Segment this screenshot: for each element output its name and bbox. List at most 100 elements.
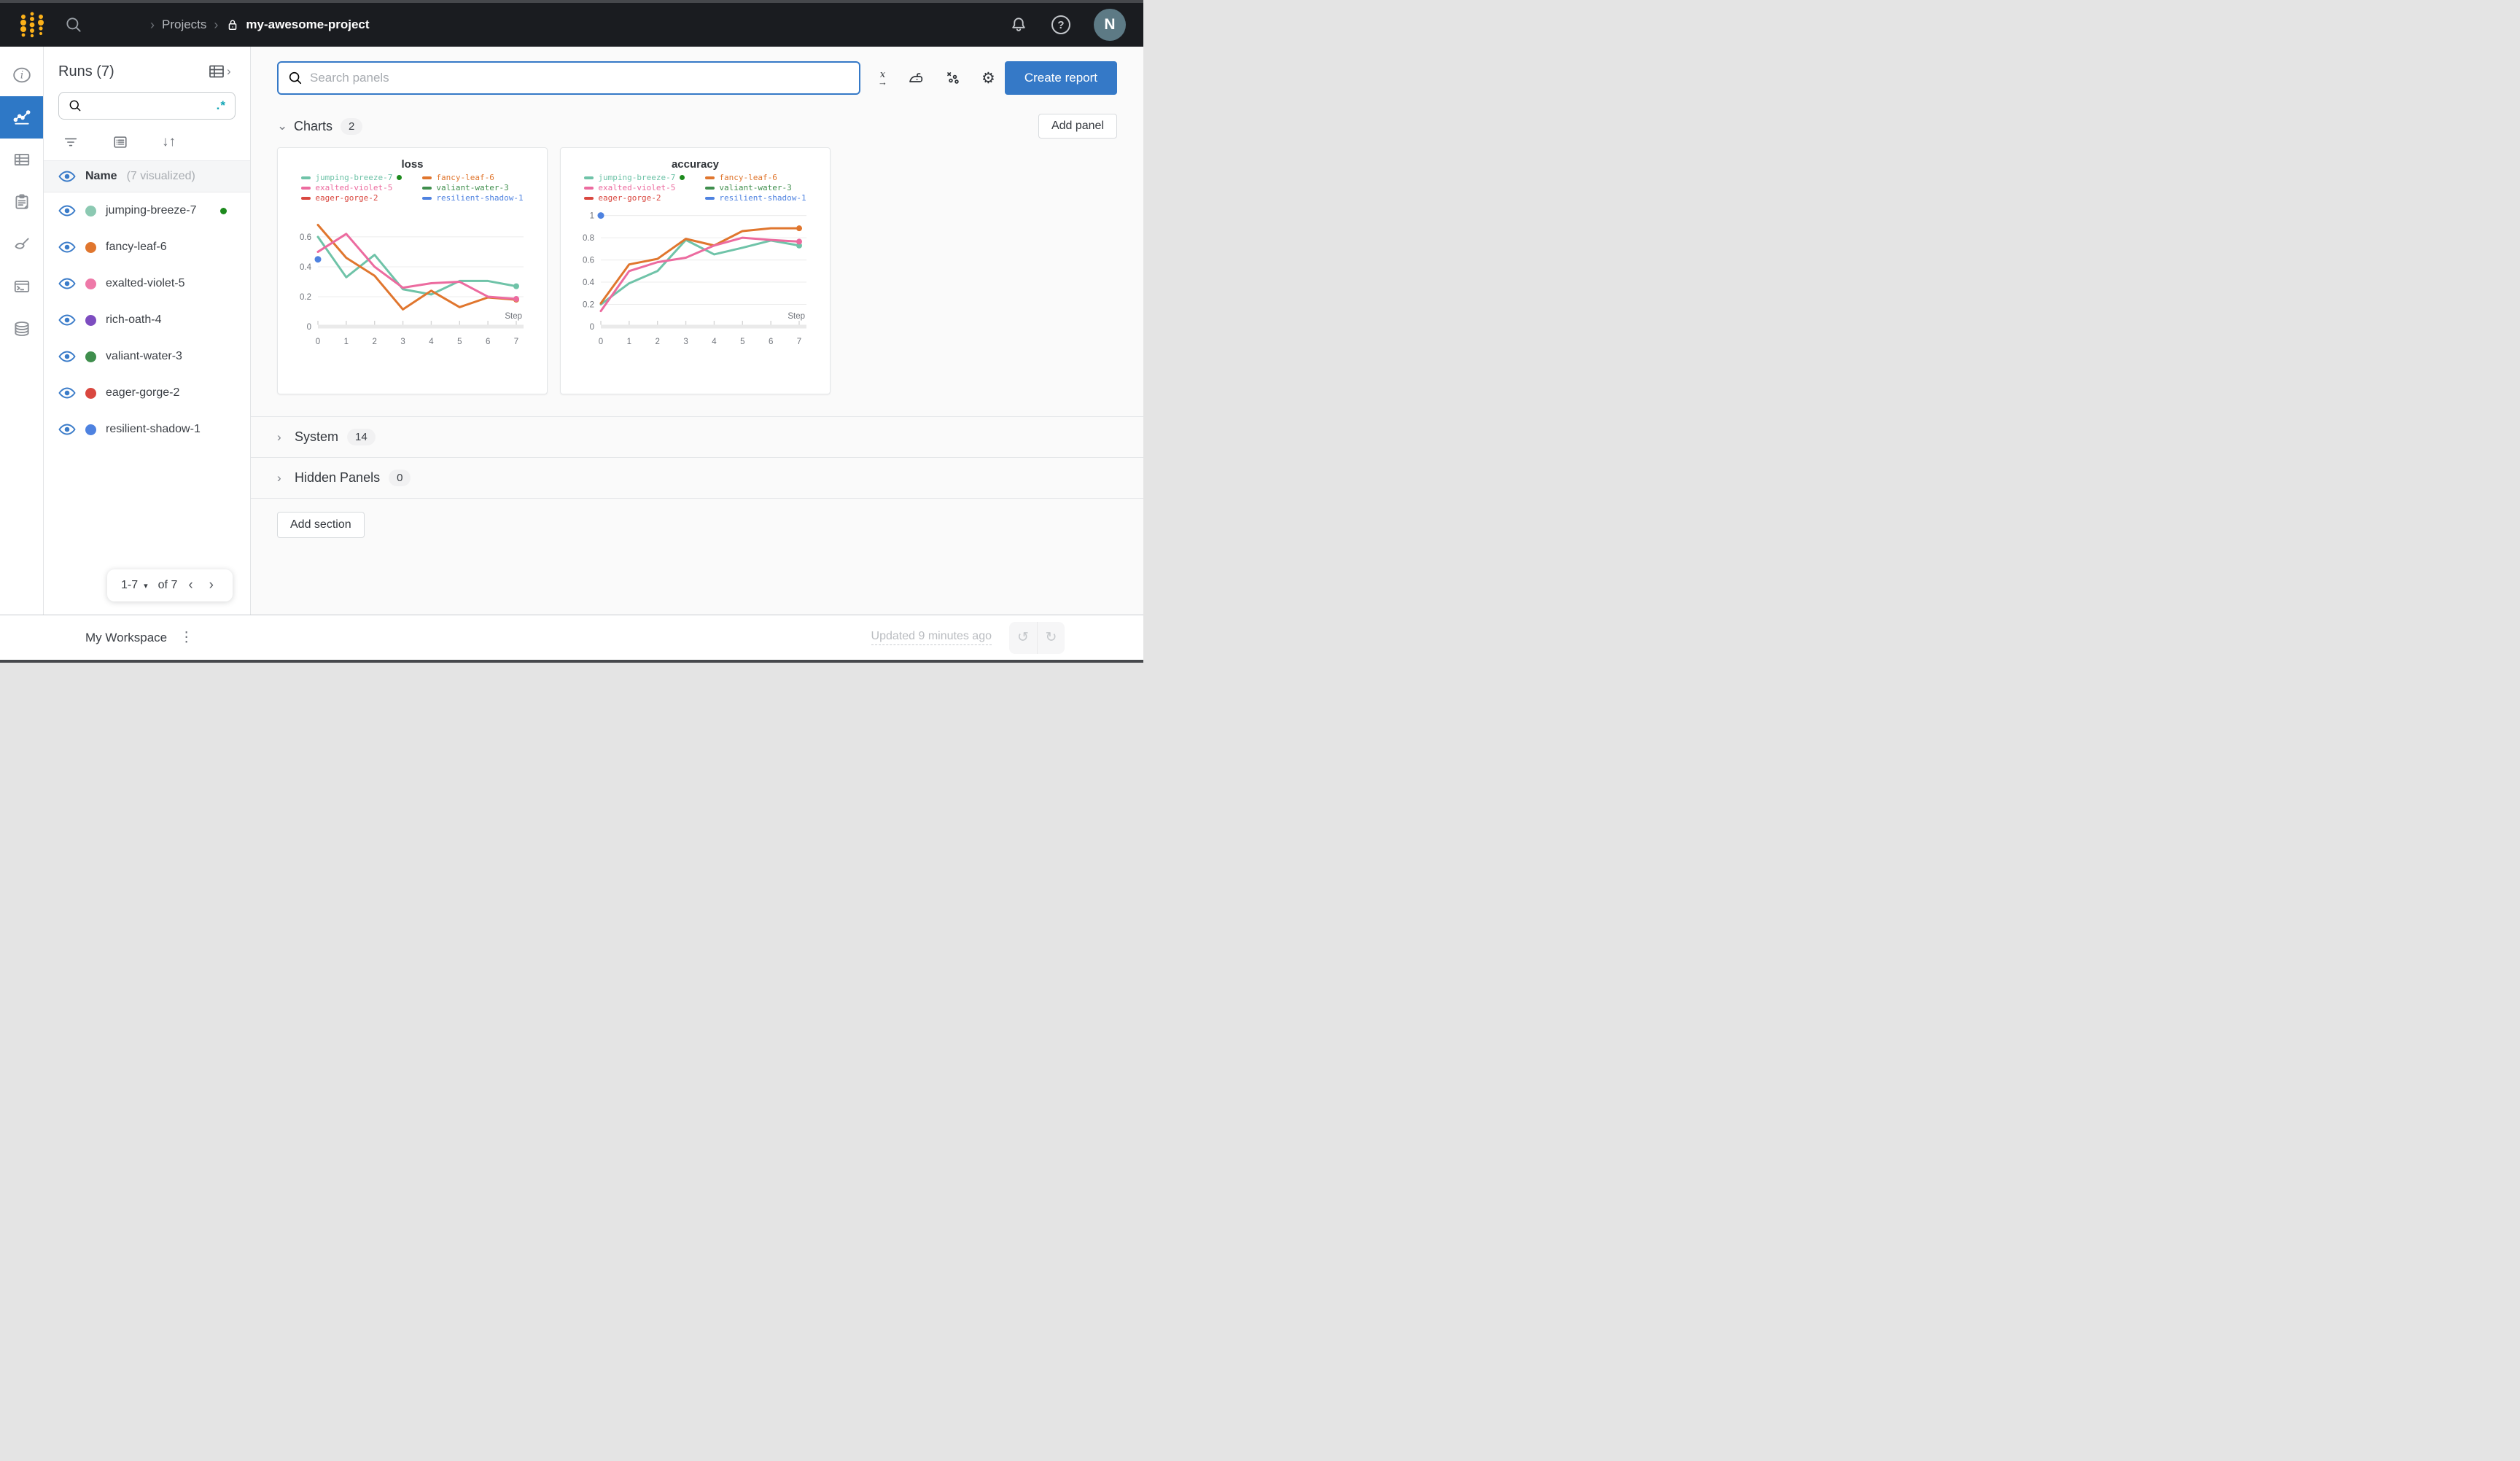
accuracy-chart-canvas[interactable]: 0 0.2 0.4 0.6 0.8 1 0 1 2 3 4 5 6 7 Step xyxy=(569,203,822,353)
add-section-button[interactable]: Add section xyxy=(277,512,365,538)
legend-item-resilient-shadow-1[interactable]: resilient-shadow-1 xyxy=(705,193,806,203)
charts-row: loss jumping-breeze-7 fancy-leaf-6 exalted-… xyxy=(277,147,1117,394)
outliers-scatter-icon[interactable] xyxy=(944,69,962,87)
eye-icon[interactable] xyxy=(58,421,76,438)
eye-icon[interactable] xyxy=(58,202,76,219)
chart-panel-loss[interactable]: loss jumping-breeze-7 fancy-leaf-6 exalted-… xyxy=(277,147,548,394)
nav-logs-terminal-icon[interactable] xyxy=(0,265,43,308)
eye-icon[interactable] xyxy=(58,311,76,329)
pagination-prev-button[interactable]: ‹ xyxy=(188,577,193,593)
section-divider xyxy=(251,457,1143,458)
legend-item-valiant-water-3[interactable]: valiant-water-3 xyxy=(422,183,523,192)
legend-item-eager-gorge-2[interactable]: eager-gorge-2 xyxy=(301,193,402,203)
runs-table-expand-button[interactable]: › xyxy=(208,63,236,80)
app-window: › Projects › my-awesome-project ? N i xyxy=(0,0,1143,663)
run-row-valiant-water-3[interactable]: valiant-water-3 xyxy=(44,338,250,375)
legend-item-exalted-violet-5[interactable]: exalted-violet-5 xyxy=(301,183,402,192)
run-name: eager-gorge-2 xyxy=(106,386,180,399)
breadcrumb-projects[interactable]: Projects xyxy=(162,17,207,31)
nav-artifacts-database-icon[interactable] xyxy=(0,308,43,350)
legend-run-name: eager-gorge-2 xyxy=(598,193,661,203)
chevron-right-icon: › xyxy=(277,429,281,444)
avatar[interactable]: N xyxy=(1094,9,1126,41)
eye-icon[interactable] xyxy=(58,168,76,185)
run-row-exalted-violet-5[interactable]: exalted-violet-5 xyxy=(44,265,250,302)
legend-item-fancy-leaf-6[interactable]: fancy-leaf-6 xyxy=(705,173,806,182)
runs-list-header: Name (7 visualized) xyxy=(44,160,250,192)
workspace-menu-kebab-icon[interactable]: ⋮ xyxy=(179,630,194,645)
left-nav-rail: i xyxy=(0,47,44,615)
legend-item-valiant-water-3[interactable]: valiant-water-3 xyxy=(705,183,806,192)
nav-sweeps-broom-icon[interactable] xyxy=(0,223,43,265)
pagination-next-button[interactable]: › xyxy=(209,577,214,593)
run-row-rich-oath-4[interactable]: rich-oath-4 xyxy=(44,302,250,338)
redo-button[interactable]: ↻ xyxy=(1037,621,1065,654)
chevron-right-icon: › xyxy=(214,17,219,32)
notifications-bell-icon[interactable] xyxy=(1009,15,1028,34)
legend-run-name: resilient-shadow-1 xyxy=(719,193,806,203)
legend-swatch xyxy=(301,176,311,179)
svg-text:Step: Step xyxy=(505,312,522,321)
run-row-fancy-leaf-6[interactable]: fancy-leaf-6 xyxy=(44,229,250,265)
system-section-header[interactable]: › System 14 xyxy=(277,417,1117,457)
nav-runs-table-icon[interactable] xyxy=(0,139,43,181)
loss-chart-canvas[interactable]: 0 0.2 0.4 0.6 0 1 2 3 4 5 6 7 Step xyxy=(286,203,540,353)
chevron-right-icon: › xyxy=(277,470,281,485)
run-row-eager-gorge-2[interactable]: eager-gorge-2 xyxy=(44,375,250,411)
caret-down-icon[interactable]: ▾ xyxy=(144,581,148,591)
eye-icon[interactable] xyxy=(58,275,76,292)
nav-workspace-charts-icon[interactable] xyxy=(0,96,43,139)
charts-section-label[interactable]: Charts xyxy=(294,118,333,133)
global-search-icon[interactable] xyxy=(64,15,83,34)
eye-icon[interactable] xyxy=(58,348,76,365)
legend-run-name: jumping-breeze-7 xyxy=(598,173,676,182)
wandb-logo[interactable] xyxy=(18,9,48,40)
runs-search-input[interactable] xyxy=(88,99,211,112)
svg-text:6: 6 xyxy=(768,338,772,346)
legend-item-exalted-violet-5[interactable]: exalted-violet-5 xyxy=(584,183,685,192)
smoothing-iron-icon[interactable] xyxy=(907,69,925,87)
undo-button[interactable]: ↺ xyxy=(1009,622,1037,654)
sort-icon[interactable]: ↓↑ xyxy=(162,134,176,149)
add-panel-button[interactable]: Add panel xyxy=(1038,114,1117,139)
create-report-button[interactable]: Create report xyxy=(1004,61,1117,95)
group-list-icon[interactable] xyxy=(112,134,128,150)
legend-item-fancy-leaf-6[interactable]: fancy-leaf-6 xyxy=(422,173,523,182)
legend-item-jumping-breeze-7[interactable]: jumping-breeze-7 xyxy=(584,173,685,182)
run-name: exalted-violet-5 xyxy=(106,277,185,289)
legend-run-name: fancy-leaf-6 xyxy=(719,173,777,182)
chart-panel-accuracy[interactable]: accuracy jumping-breeze-7 fancy-leaf-6 exal… xyxy=(560,147,831,394)
legend-item-resilient-shadow-1[interactable]: resilient-shadow-1 xyxy=(422,193,524,203)
nav-jobs-clipboard-icon[interactable] xyxy=(0,181,43,223)
pagination-range[interactable]: 1-7 xyxy=(121,579,139,591)
help-icon[interactable]: ? xyxy=(1051,15,1070,34)
legend-run-name: valiant-water-3 xyxy=(719,183,792,192)
run-row-resilient-shadow-1[interactable]: resilient-shadow-1 xyxy=(44,411,250,448)
eye-icon[interactable] xyxy=(58,384,76,402)
svg-text:0: 0 xyxy=(315,338,319,346)
panel-search-input[interactable] xyxy=(310,71,850,85)
regex-toggle[interactable]: .* xyxy=(216,98,226,112)
run-color-dot xyxy=(85,424,96,435)
gear-icon[interactable]: ⚙ xyxy=(981,69,995,87)
legend-swatch xyxy=(584,176,594,179)
hidden-panels-section-label: Hidden Panels xyxy=(295,470,381,485)
hidden-panels-section-header[interactable]: › Hidden Panels 0 xyxy=(277,458,1117,498)
x-axis-settings-icon[interactable]: x → xyxy=(878,69,887,87)
breadcrumb-project[interactable]: my-awesome-project xyxy=(225,17,370,32)
legend-item-jumping-breeze-7[interactable]: jumping-breeze-7 xyxy=(301,173,402,182)
run-row-jumping-breeze-7[interactable]: jumping-breeze-7 xyxy=(44,192,250,229)
legend-item-eager-gorge-2[interactable]: eager-gorge-2 xyxy=(584,193,685,203)
legend-run-name: valiant-water-3 xyxy=(436,183,509,192)
run-name: resilient-shadow-1 xyxy=(106,423,201,435)
nav-overview-info-icon[interactable]: i xyxy=(0,54,43,96)
svg-text:1: 1 xyxy=(626,338,631,346)
svg-text:0.2: 0.2 xyxy=(300,293,311,302)
svg-text:2: 2 xyxy=(372,338,376,346)
svg-text:0: 0 xyxy=(589,323,594,332)
charts-section-header: ⌄ Charts 2 Add panel xyxy=(277,114,1117,139)
eye-icon[interactable] xyxy=(58,238,76,256)
filter-icon[interactable] xyxy=(63,134,79,150)
system-count-badge: 14 xyxy=(347,429,376,445)
chevron-down-icon[interactable]: ⌄ xyxy=(277,119,288,133)
